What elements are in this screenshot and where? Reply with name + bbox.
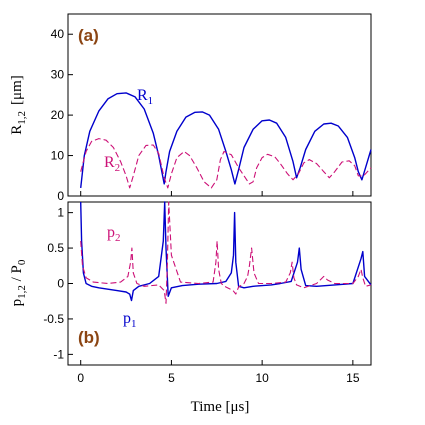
panel-a-ylabel-unit: [μm] — [9, 75, 25, 105]
series-r1-name: R — [137, 87, 148, 104]
series-p1-name: p — [123, 310, 131, 327]
panel-a-ylabel-sub: 1,2 — [16, 111, 28, 125]
panel-b-ylabel-main: p — [9, 299, 25, 307]
panel-b-ylabel-sub: 1,2 — [16, 285, 28, 299]
x-tick-label: 15 — [346, 371, 360, 385]
panel-a-frame — [67, 13, 372, 197]
panel-a-ytick-label: 0 — [57, 189, 64, 203]
panel-a-ytick-label: 30 — [51, 68, 65, 82]
panel-a-y-axis-label: R1,2 [μm] — [9, 75, 28, 134]
panel-b-ticks: -1-0.500.510 5 10 15 — [43, 206, 360, 385]
panel-b-ytick-label: -0.5 — [43, 312, 64, 326]
series-r2-name: R — [104, 154, 115, 171]
x-tick-label: 10 — [255, 371, 269, 385]
x-axis-label: Time [μs] — [191, 399, 250, 415]
panel-b-ytick-label: 1 — [57, 206, 64, 220]
series-r2-label: R2 — [104, 154, 120, 174]
panel-a-series — [80, 92, 372, 189]
series-r2-sub: 2 — [115, 162, 121, 174]
panel-b-series — [80, 201, 372, 304]
panel-b-ytick-label: 0 — [57, 277, 64, 291]
panel-b-ytick-label: 0.5 — [47, 241, 64, 255]
series-p2-label: p2 — [107, 224, 121, 244]
panel-a-label: (a) — [78, 26, 99, 45]
panel-b-ylabel-mid: / P — [9, 265, 25, 285]
panel-b-label: (b) — [78, 328, 100, 347]
x-tick-label: 0 — [77, 371, 84, 385]
series-p2-name: p — [107, 224, 115, 241]
series-r2-line — [80, 138, 372, 189]
series-r1-line — [80, 92, 372, 188]
series-p1-line — [80, 201, 372, 302]
panel-b-y-axis-label: p1,2 / P0 — [9, 259, 28, 306]
panel-b-ytick-label: -1 — [53, 347, 64, 361]
panel-a-ytick-label: 20 — [51, 108, 65, 122]
series-p1-sub: 1 — [131, 318, 137, 330]
series-r1-sub: 1 — [148, 95, 154, 107]
panel-a-ylabel-main: R — [9, 125, 25, 135]
series-p1-label: p1 — [123, 310, 137, 330]
panel-a-y-ticks: 0 10 20 30 40 — [51, 27, 354, 203]
panel-a-ytick-label: 40 — [51, 27, 65, 41]
panel-b-ylabel-sub2: 0 — [16, 259, 28, 265]
series-p2-line — [80, 201, 372, 304]
series-r1-label: R1 — [137, 87, 153, 107]
panel-b: -1-0.500.510 5 10 15 (b) p2 p1 p1,2 / P0 Ti… — [9, 201, 372, 415]
panel-a-ytick-label: 10 — [51, 149, 65, 163]
x-tick-label: 5 — [168, 371, 175, 385]
series-p2-sub: 2 — [115, 232, 121, 244]
